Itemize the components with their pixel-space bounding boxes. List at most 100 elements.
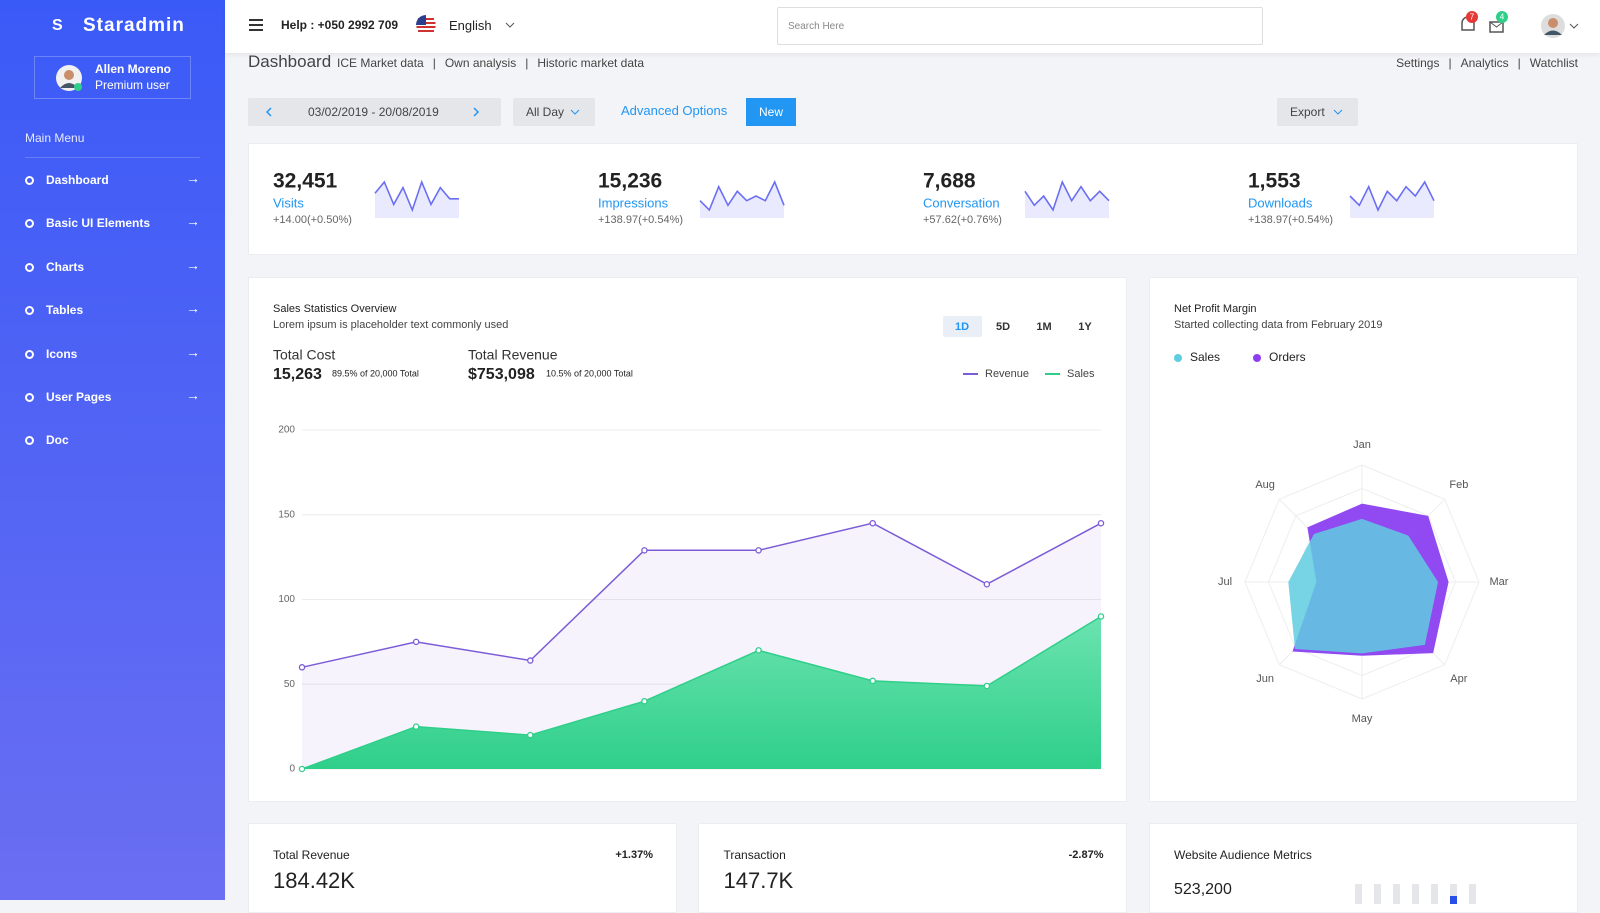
menu-label: Dashboard <box>46 173 109 187</box>
header-link[interactable]: Historic market data <box>537 56 645 70</box>
y-tick-label: 50 <box>284 679 296 690</box>
new-button[interactable]: New <box>746 98 796 126</box>
range-button[interactable]: 1D <box>955 321 969 333</box>
date-range: 03/02/2019 - 20/08/2019 <box>308 105 439 119</box>
menu-item[interactable]: User Pages → <box>0 387 225 409</box>
card-title: Transaction <box>723 848 786 862</box>
radar-label: Feb <box>1449 479 1468 491</box>
stat-change: +14.00(+0.50%) <box>273 214 352 226</box>
period-select[interactable]: All Day <box>513 98 595 126</box>
line <box>301 522 1102 669</box>
point <box>298 765 306 773</box>
radar-label: Jan <box>1353 439 1371 451</box>
stat-value: 15,263 <box>273 366 322 383</box>
notification-count: 7 <box>1470 13 1475 22</box>
next-arrow[interactable] <box>472 107 480 117</box>
header-link[interactable]: Settings <box>1396 56 1440 70</box>
stat-value: 1,553 <box>1248 170 1301 193</box>
range-button[interactable]: 1M <box>1036 321 1051 333</box>
y-tick-label: 150 <box>278 509 295 520</box>
export-button[interactable]: Export <box>1277 98 1358 126</box>
search-placeholder: Search Here <box>788 21 845 32</box>
notification-icon[interactable]: 7 <box>1457 10 1483 38</box>
y-tick-label: 0 <box>289 764 295 775</box>
legend-dot <box>1253 354 1261 362</box>
menu-item[interactable]: Dashboard → <box>0 170 225 192</box>
prev-arrow[interactable] <box>265 107 273 117</box>
divider <box>25 157 200 158</box>
legend-label: Sales <box>1067 368 1095 380</box>
card-value: 523,200 <box>1174 881 1232 898</box>
y-tick-label: 200 <box>278 425 295 436</box>
point <box>298 664 306 671</box>
menu-item[interactable]: Charts → <box>0 257 225 279</box>
area <box>302 616 1101 769</box>
stat-label: Visits <box>273 195 304 210</box>
stat-change: +138.97(+0.54%) <box>1248 214 1333 226</box>
topbar: Help : +050 2992 709 English Search Here… <box>225 0 1600 53</box>
header-link[interactable]: Analytics <box>1460 56 1509 70</box>
radar-label: Aug <box>1255 479 1275 491</box>
header-link[interactable]: ICE Market data <box>337 56 424 70</box>
sparkline <box>1349 180 1435 212</box>
point <box>1097 519 1105 527</box>
point <box>755 647 762 654</box>
separator: | <box>1517 56 1521 70</box>
menu-bullet <box>25 393 34 402</box>
message-icon[interactable]: 4 <box>1487 10 1513 38</box>
stat-label: Total Cost <box>273 347 335 363</box>
menu-item[interactable]: Tables → <box>0 300 225 322</box>
flag-icon[interactable] <box>415 14 437 36</box>
point <box>412 638 420 646</box>
search-box[interactable]: Search Here <box>777 7 1263 45</box>
legend-label: Sales <box>1190 350 1220 364</box>
menu-label: Icons <box>46 346 78 361</box>
menu-title: Main Menu <box>25 131 85 145</box>
card-value: 147.7K <box>723 868 794 893</box>
period: All Day <box>526 105 565 119</box>
language[interactable]: English <box>449 18 492 33</box>
profile-menu[interactable] <box>1540 13 1585 41</box>
y-tick-label: 100 <box>278 594 295 605</box>
advanced-options[interactable]: Advanced Options <box>621 103 728 118</box>
menu-item[interactable]: Icons → <box>0 344 225 366</box>
header-link[interactable]: Own analysis <box>444 56 517 70</box>
menu-bullet <box>25 262 34 272</box>
menu-label: User Pages <box>46 390 112 404</box>
menu-label: Tables <box>46 303 84 318</box>
charts-overlay: Sales Statistics Overview Lorem ipsum is … <box>273 303 1509 775</box>
legend-label: Orders <box>1269 350 1306 364</box>
stats-card <box>248 143 1578 255</box>
menu-item[interactable]: Doc <box>0 430 225 452</box>
brand[interactable]: Staradmin <box>83 15 185 36</box>
sparkline <box>374 179 459 213</box>
stats-overlay: 32,451 Visits +14.00(+0.50%) 15,236 Impressi… <box>273 170 1435 226</box>
point <box>412 723 420 730</box>
point <box>869 677 876 685</box>
help-phone: Help : +050 2992 709 <box>281 18 399 32</box>
stat-note: 89.5% of 20,000 Total <box>332 368 419 378</box>
header-link[interactable]: Watchlist <box>1529 56 1578 70</box>
range-active <box>943 316 982 337</box>
brand-logo[interactable]: S <box>52 17 63 34</box>
menu-item[interactable]: Basic UI Elements → <box>0 213 225 235</box>
user-role: Premium user <box>95 78 170 92</box>
legend-label: Revenue <box>985 368 1029 380</box>
radar-area <box>1288 518 1439 654</box>
menu-label: Basic UI Elements <box>46 216 151 231</box>
point <box>527 657 534 664</box>
legend-dot <box>1174 354 1182 362</box>
menu-arrow: → <box>186 256 200 273</box>
menu-bullet <box>25 306 34 316</box>
separator: | <box>1448 56 1452 70</box>
date-range-picker[interactable]: 03/02/2019 - 20/08/2019 <box>248 98 501 126</box>
user-box[interactable]: Allen Moreno Premium user <box>34 56 191 99</box>
menu-bullet <box>25 436 34 446</box>
stat-label: Conversation <box>923 195 1000 210</box>
card-title: Net Profit Margin <box>1174 303 1257 315</box>
range-button[interactable]: 1Y <box>1078 321 1092 333</box>
menu-toggle[interactable] <box>249 19 263 31</box>
change: -2.87% <box>1068 849 1104 861</box>
point <box>983 682 991 690</box>
range-button[interactable]: 5D <box>996 321 1010 333</box>
